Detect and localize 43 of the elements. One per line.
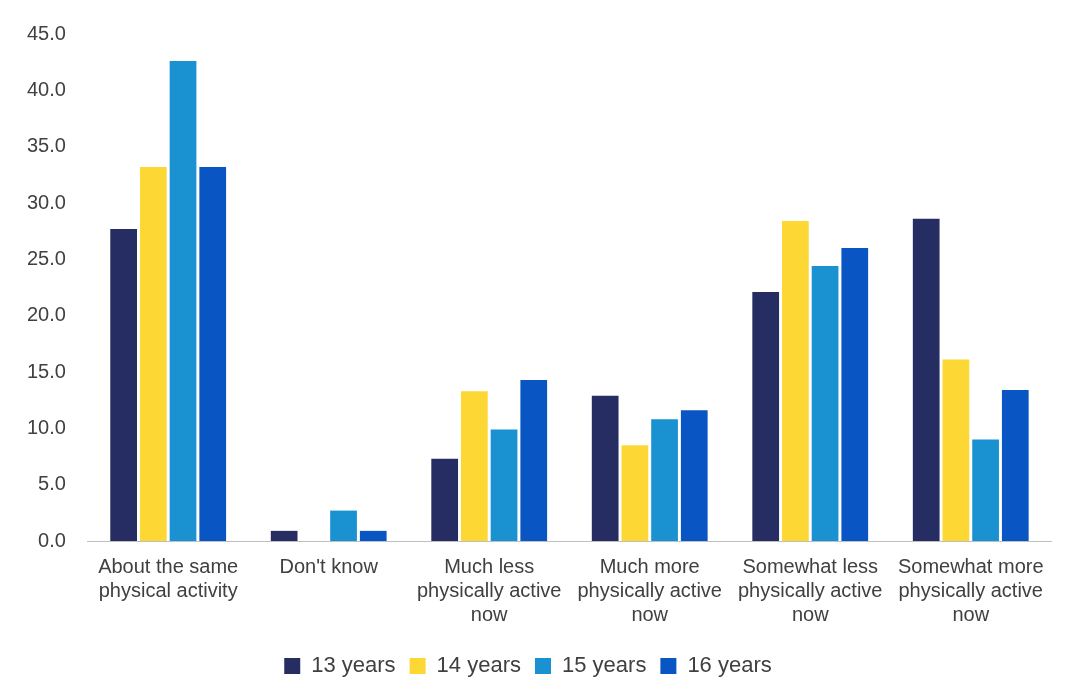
x-tick-label: Much more physically active now xyxy=(577,554,722,625)
bar xyxy=(591,395,619,541)
x-tick-label: About the same physical activity xyxy=(98,554,239,601)
y-tick-label: 15.0 xyxy=(26,359,66,382)
bar xyxy=(912,218,940,541)
y-tick-label: 25.0 xyxy=(26,246,66,269)
bar xyxy=(752,292,780,541)
bar xyxy=(359,530,387,541)
bar xyxy=(520,379,548,541)
y-tick-label: 20.0 xyxy=(26,303,66,326)
y-tick-label: 30.0 xyxy=(26,190,66,213)
bar xyxy=(972,439,999,541)
y-tick-label: 40.0 xyxy=(26,77,66,100)
bar xyxy=(811,266,839,541)
y-tick-label: 10.0 xyxy=(26,415,66,438)
bar xyxy=(199,166,227,541)
bar xyxy=(169,61,197,541)
x-tick-label: Much less physically active now xyxy=(416,554,562,625)
bar xyxy=(431,458,459,541)
y-tick-label: 35.0 xyxy=(26,134,66,157)
bar xyxy=(110,228,137,541)
bar xyxy=(270,530,298,541)
x-tick-label: Somewhat more physically active now xyxy=(897,554,1044,625)
x-tick-label: Don't know xyxy=(279,554,379,577)
x-tick-label: Somewhat less physically active now xyxy=(737,554,883,625)
bar xyxy=(680,410,708,541)
y-tick-label: 45.0 xyxy=(26,21,66,44)
bar xyxy=(330,510,357,541)
bar xyxy=(461,391,488,541)
y-tick-label: 5.0 xyxy=(38,472,66,495)
bar xyxy=(841,248,869,541)
bar xyxy=(1001,390,1029,541)
bar xyxy=(139,166,167,541)
legend-label: 14 years xyxy=(436,652,522,678)
legend-label: 16 years xyxy=(687,652,772,678)
legend-label: 15 years xyxy=(562,652,647,678)
legend-label: 13 years xyxy=(311,652,396,678)
y-tick-label: 0.0 xyxy=(38,528,66,551)
bar xyxy=(942,359,970,541)
bar xyxy=(651,419,678,541)
bar xyxy=(782,221,809,541)
bar xyxy=(621,445,649,541)
bar xyxy=(490,429,518,541)
